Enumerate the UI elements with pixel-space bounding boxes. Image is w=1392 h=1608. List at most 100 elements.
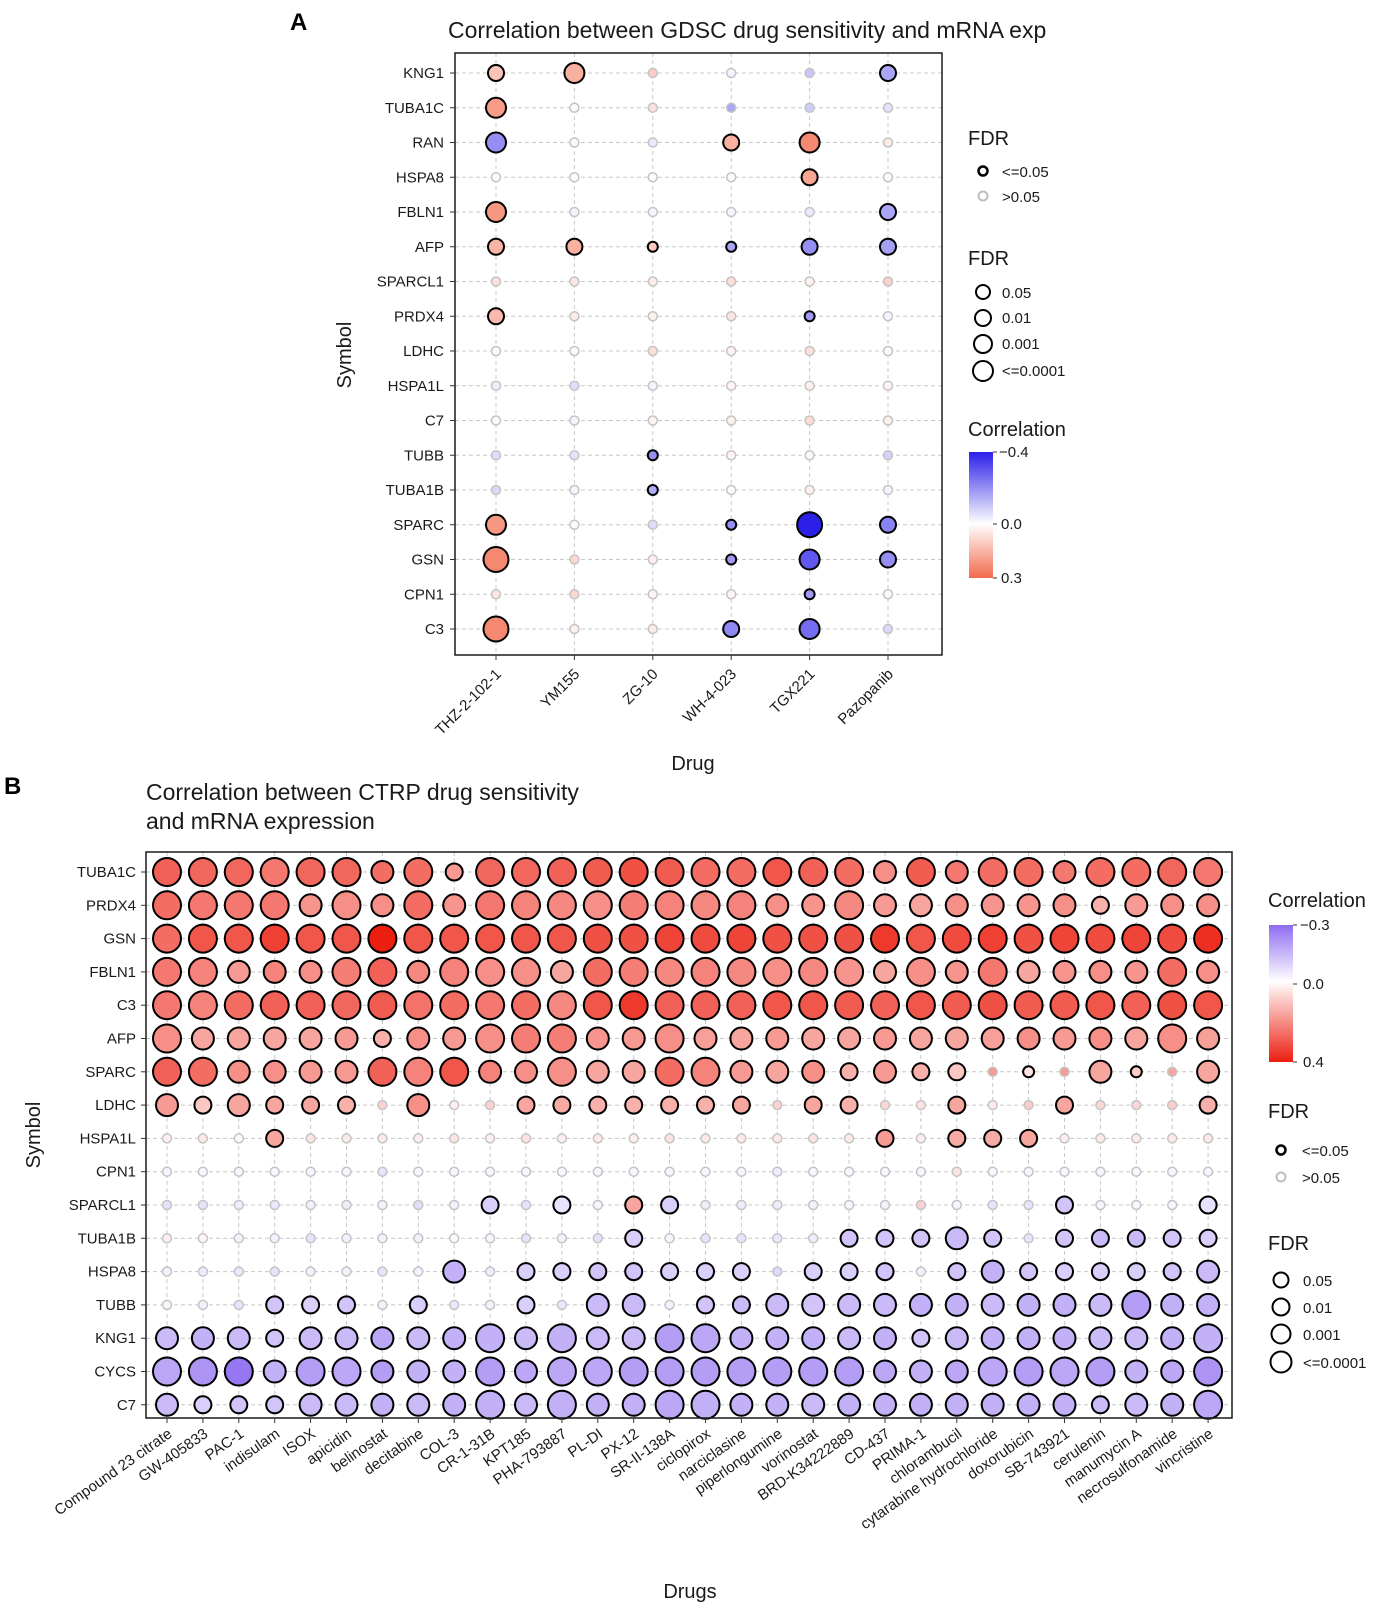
bubble-point bbox=[1121, 857, 1152, 887]
y-tick-label: LDHC bbox=[95, 1097, 136, 1114]
bubble-point bbox=[722, 620, 741, 638]
panel-a-points bbox=[482, 62, 897, 643]
bubble-point bbox=[305, 1233, 316, 1244]
bubble-point bbox=[1157, 857, 1188, 887]
panel-b-correlation-legend: Correlation −0.3 0.0 0.4 bbox=[1268, 890, 1366, 1071]
bubble-point bbox=[1016, 1292, 1041, 1317]
y-tick-label: TUBA1C bbox=[77, 864, 136, 881]
bubble-point bbox=[442, 1359, 467, 1384]
bubble-point bbox=[772, 1166, 783, 1177]
bubble-point bbox=[729, 1059, 754, 1084]
panel-a-colorbar-label-0: −0.4 bbox=[999, 444, 1029, 461]
bubble-point bbox=[406, 1359, 431, 1384]
bubble-point bbox=[762, 1356, 793, 1387]
bubble-point bbox=[475, 1356, 506, 1387]
bubble-point bbox=[1160, 1292, 1185, 1317]
bubble-point bbox=[873, 1292, 897, 1317]
bubble-point bbox=[905, 923, 936, 954]
panel-a-correlation-legend-title: Correlation bbox=[968, 419, 1066, 441]
bubble-point bbox=[1016, 893, 1041, 918]
bubble-point bbox=[624, 1095, 644, 1115]
bubble-point bbox=[569, 345, 580, 357]
bubble-point bbox=[1095, 1166, 1106, 1177]
bubble-point bbox=[569, 415, 580, 426]
bubble-point bbox=[556, 1166, 568, 1177]
bubble-point bbox=[233, 1299, 245, 1311]
bubble-point bbox=[190, 1026, 215, 1051]
bubble-point bbox=[873, 1059, 897, 1084]
bubble-point bbox=[654, 956, 685, 987]
bubble-point bbox=[736, 1166, 747, 1177]
bubble-point bbox=[485, 96, 507, 119]
bubble-point bbox=[801, 893, 826, 918]
bubble-point bbox=[406, 1326, 431, 1351]
bubble-point bbox=[726, 956, 757, 987]
bubble-point bbox=[152, 956, 182, 987]
bubble-point bbox=[1126, 1262, 1146, 1282]
bubble-point bbox=[882, 623, 894, 635]
bubble-point bbox=[664, 1166, 675, 1177]
panel-a-x-axis-title: Drug bbox=[671, 753, 714, 775]
bubble-point bbox=[837, 1326, 862, 1351]
bubble-point bbox=[647, 345, 659, 357]
bubble-point bbox=[772, 1266, 783, 1277]
bubble-point bbox=[341, 1233, 352, 1244]
bubble-point bbox=[569, 554, 580, 565]
panel-b-x-axis-title: Drugs bbox=[663, 1581, 716, 1603]
bubble-point bbox=[879, 1099, 891, 1111]
y-tick-label: TUBB bbox=[404, 447, 444, 464]
bubble-point bbox=[475, 1389, 506, 1420]
bubble-point bbox=[592, 1166, 604, 1177]
bubble-point bbox=[187, 857, 218, 887]
bubble-point bbox=[1196, 959, 1221, 984]
bubble-point bbox=[516, 1095, 536, 1115]
bubble-point bbox=[1052, 893, 1077, 918]
bubble-point bbox=[259, 990, 290, 1021]
panel-a-colorbar-label-2: 0.3 bbox=[1001, 570, 1022, 587]
bubble-point bbox=[700, 1133, 711, 1144]
bubble-point bbox=[295, 923, 326, 954]
bubble-point bbox=[223, 990, 254, 1021]
bubble-point bbox=[765, 1392, 790, 1417]
bubble-point bbox=[834, 923, 865, 954]
bubble-point bbox=[1126, 1228, 1146, 1248]
bubble-point bbox=[646, 240, 659, 253]
bubble-point bbox=[331, 923, 362, 954]
bubble-point bbox=[654, 857, 685, 887]
bubble-point bbox=[690, 1056, 721, 1087]
bubble-point bbox=[1166, 1099, 1178, 1111]
bubble-point bbox=[722, 133, 741, 152]
bubble-point bbox=[944, 1359, 969, 1384]
bubble-point bbox=[152, 857, 182, 887]
bubble-point bbox=[911, 1228, 931, 1248]
bubble-point bbox=[197, 1299, 209, 1311]
bubble-point bbox=[197, 1133, 209, 1144]
bubble-point bbox=[341, 1199, 352, 1211]
bubble-point bbox=[193, 1095, 213, 1115]
x-tick-label: THZ-2-102-1 bbox=[432, 666, 505, 739]
bubble-point bbox=[654, 1323, 685, 1354]
legend-size-swatch-2 bbox=[973, 334, 993, 354]
bubble-point bbox=[726, 890, 757, 921]
bubble-point bbox=[944, 1392, 969, 1417]
bubble-point bbox=[1095, 1133, 1106, 1144]
bubble-point bbox=[729, 1026, 754, 1051]
bubble-point bbox=[837, 1292, 862, 1317]
bubble-point bbox=[762, 990, 793, 1021]
bubble-point bbox=[1202, 1166, 1214, 1177]
bubble-point bbox=[882, 415, 894, 426]
bubble-point bbox=[569, 380, 580, 391]
panel-b-title-line-2: and mRNA expression bbox=[146, 808, 375, 834]
bubble-point bbox=[983, 1228, 1003, 1248]
bubble-point bbox=[1198, 1095, 1218, 1115]
bubble-point bbox=[569, 450, 580, 461]
bubble-point bbox=[908, 1292, 933, 1317]
bubble-point bbox=[977, 956, 1008, 987]
bubble-point bbox=[585, 1059, 610, 1084]
bubble-point bbox=[798, 548, 821, 571]
bubble-point bbox=[1124, 893, 1149, 918]
bubble-point bbox=[187, 990, 218, 1021]
bubble-point bbox=[725, 450, 737, 461]
bubble-point bbox=[807, 1133, 819, 1144]
bubble-point bbox=[1121, 923, 1152, 954]
